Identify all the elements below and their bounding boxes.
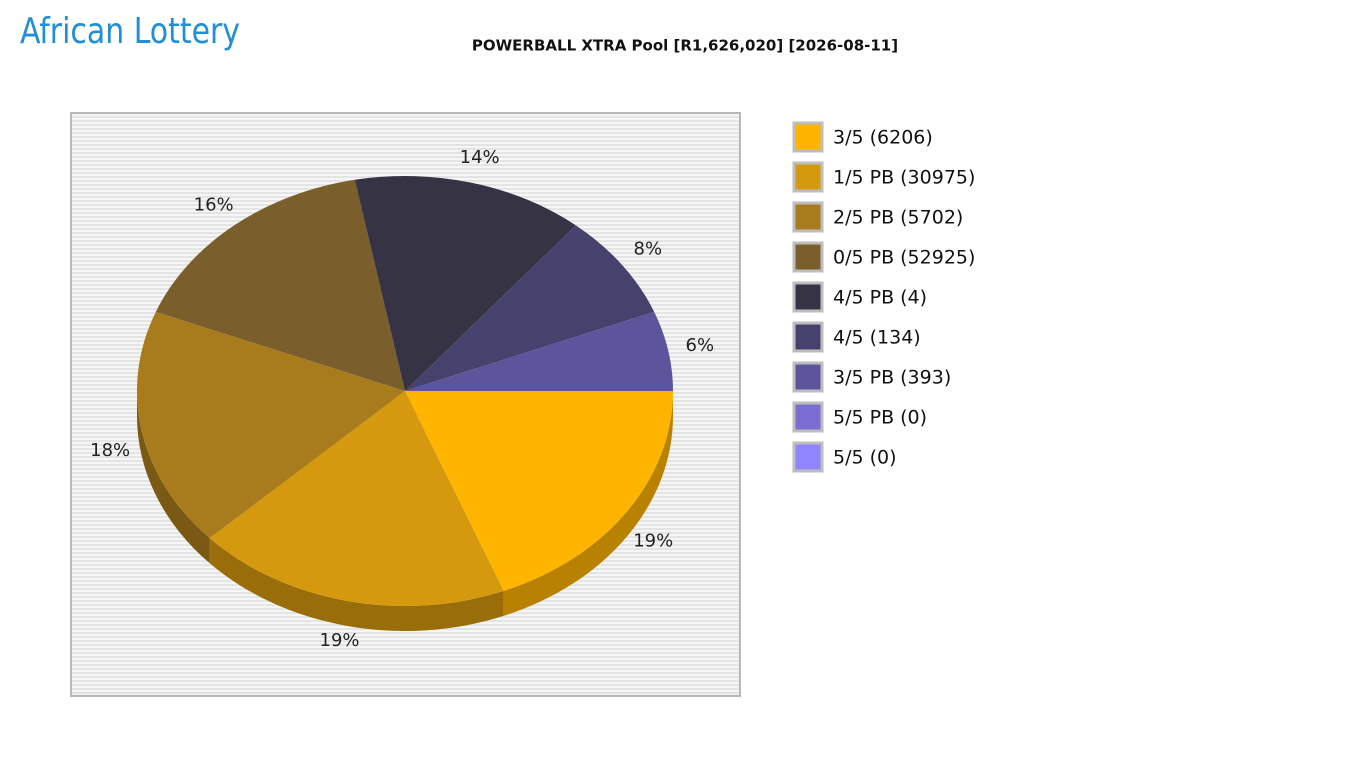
legend-label: 5/5 (0)	[833, 447, 897, 469]
chart-title: POWERBALL XTRA Pool [R1,626,020] [2026-0…	[472, 37, 898, 55]
slice-label: 14%	[460, 147, 500, 168]
slice	[405, 391, 673, 591]
legend-swatch	[792, 401, 824, 433]
slice	[354, 176, 576, 391]
slice-label: 8%	[634, 238, 663, 259]
legend-swatch	[792, 361, 824, 393]
legend-swatch	[792, 321, 824, 353]
slice	[209, 391, 504, 606]
legend-label: 0/5 PB (52925)	[833, 247, 975, 269]
legend-label: 5/5 PB (0)	[833, 407, 927, 429]
legend-label: 4/5 (134)	[833, 327, 921, 349]
slice-label: 19%	[320, 630, 360, 651]
legend-swatch	[792, 201, 824, 233]
legend: 3/5 (6206) 1/5 PB (30975) 2/5 PB (5702) 0/5…	[792, 121, 975, 473]
slice-side	[209, 538, 504, 631]
slice-side	[503, 391, 673, 616]
legend-label: 3/5 PB (393)	[833, 367, 951, 389]
slice-side	[137, 391, 210, 564]
slice	[155, 179, 405, 391]
legend-swatch	[792, 241, 824, 273]
slice	[405, 311, 673, 391]
legend-swatch	[792, 121, 824, 153]
legend-label: 3/5 (6206)	[833, 127, 933, 149]
legend-label: 1/5 PB (30975)	[833, 167, 975, 189]
slice-label: 16%	[194, 194, 234, 215]
slice-label: 19%	[633, 530, 673, 551]
pie: 19% 19% 18% 16% 14% 8% 6%	[90, 147, 714, 651]
legend-label: 2/5 PB (5702)	[833, 207, 963, 229]
slice-label: 6%	[686, 335, 715, 356]
slice	[137, 311, 405, 539]
legend-swatch	[792, 281, 824, 313]
legend-swatch	[792, 441, 824, 473]
slice-label: 18%	[90, 440, 130, 461]
legend-swatch	[792, 161, 824, 193]
pie-sides	[137, 391, 673, 631]
slice	[405, 225, 655, 391]
legend-label: 4/5 PB (4)	[833, 287, 927, 309]
logo[interactable]: African Lottery	[20, 11, 240, 52]
